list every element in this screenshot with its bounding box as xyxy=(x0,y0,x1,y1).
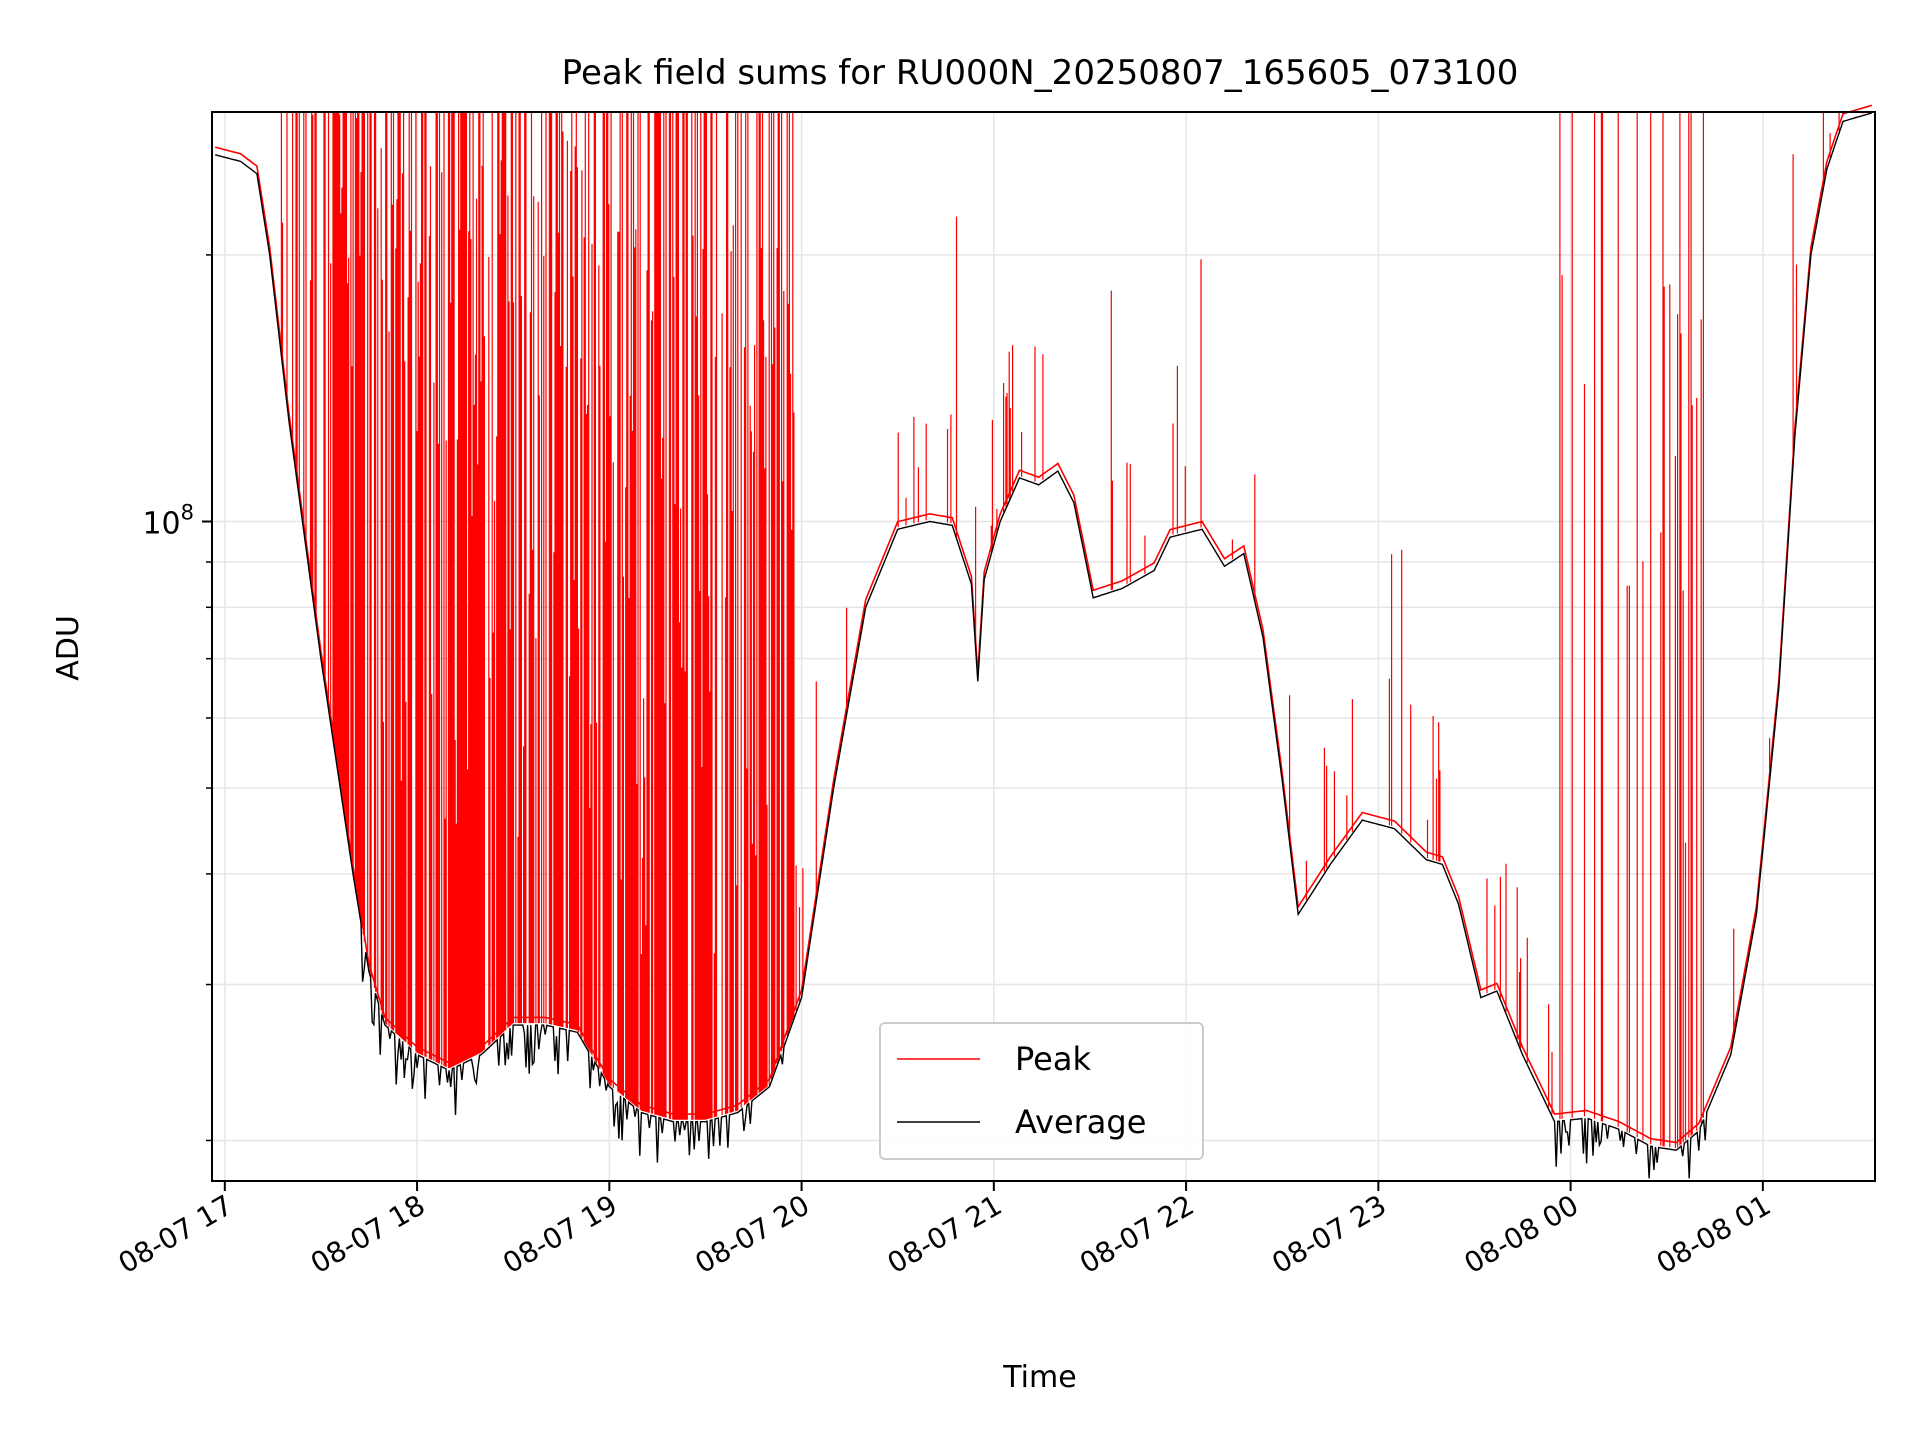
legend-box xyxy=(879,1022,1204,1160)
plot-frame xyxy=(211,111,1876,1182)
average-series-line xyxy=(215,112,1873,1179)
series-layer xyxy=(215,104,1873,1179)
y-tick-label: 108 xyxy=(142,500,194,541)
legend-label-peak: Peak xyxy=(1015,1040,1091,1078)
x-axis-label: Time xyxy=(1002,1360,1076,1395)
legend-label-average: Average xyxy=(1015,1103,1146,1141)
chart-title: Peak field sums for RU000N_20250807_1656… xyxy=(562,53,1519,93)
y-axis-label: ADU xyxy=(51,615,86,681)
legend: Peak Average xyxy=(879,1022,1204,1160)
peak-series-spikes xyxy=(280,112,1864,1149)
